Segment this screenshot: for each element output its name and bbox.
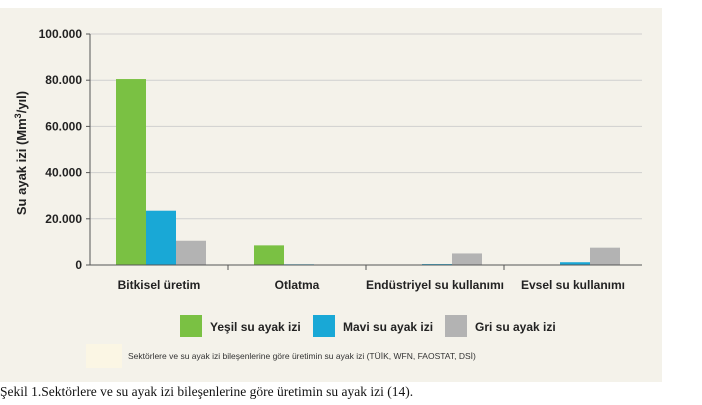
x-category-label: Evsel su kullanımı (521, 278, 625, 292)
grid-lines (90, 33, 642, 220)
legend-label: Yeşil su ayak izi (210, 320, 301, 334)
y-tick-label: 0 (75, 258, 82, 272)
x-axis-categories: Bitkisel üretim Otlatma Endüstriyel su kul… (118, 265, 625, 292)
source-note: Sektörlere ve su ayak izi bileşenlerine … (128, 351, 476, 361)
x-category-label: Endüstriyel su kullanımı (366, 278, 504, 292)
legend: Yeşil su ayak izi Mavi su ayak izi Gri su … (180, 315, 556, 337)
x-category-label: Otlatma (275, 278, 320, 292)
x-category-label: Bitkisel üretim (118, 278, 201, 292)
legend-swatch (313, 315, 335, 337)
legend-swatch (445, 315, 467, 337)
chart-panel: 0 20.000 40.000 60.000 80.000 100.000 Bitkise… (0, 8, 662, 382)
y-axis-label: Su ayak izi (Mm3/yıl) (13, 91, 29, 215)
bar (452, 253, 482, 265)
y-tick-label: 80.000 (45, 73, 82, 87)
bars (116, 79, 620, 265)
bar (146, 210, 176, 265)
y-tick-label: 20.000 (45, 212, 82, 226)
bar (254, 245, 284, 265)
legend-label: Gri su ayak izi (475, 320, 556, 334)
legend-swatch (180, 315, 202, 337)
bar (590, 247, 620, 265)
y-tick-label: 40.000 (45, 166, 82, 180)
source-note-swatch (86, 344, 122, 368)
bar-chart: 0 20.000 40.000 60.000 80.000 100.000 Bitkise… (13, 27, 642, 368)
figure-caption: Şekil 1.Sektörlere ve su ayak izi bileşe… (0, 384, 414, 399)
bar (116, 79, 146, 265)
bar (560, 262, 590, 265)
legend-label: Mavi su ayak izi (343, 320, 433, 334)
bar (176, 240, 206, 265)
y-tick-label: 60.000 (45, 119, 82, 133)
y-tick-label: 100.000 (39, 27, 83, 41)
y-axis-ticks: 0 20.000 40.000 60.000 80.000 100.000 (39, 27, 90, 272)
